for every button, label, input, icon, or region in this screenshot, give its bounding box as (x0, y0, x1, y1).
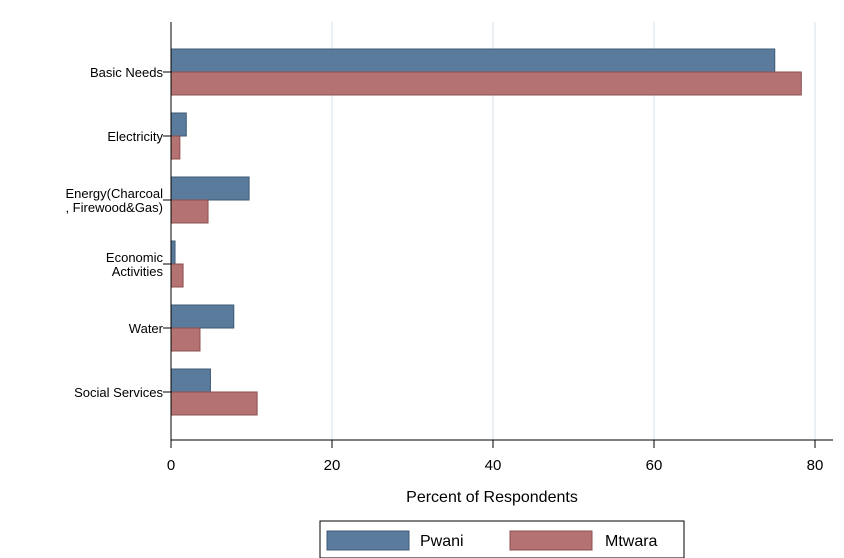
x-ticks: 0 20 40 60 80 (167, 440, 824, 474)
legend-label-pwani: Pwani (420, 533, 464, 550)
category-label: Basic Needs (90, 65, 163, 80)
bar-mtwara (170, 263, 184, 288)
x-tick-label: 60 (646, 457, 663, 474)
bar-pwani (170, 304, 235, 329)
category-label: Economic (106, 250, 164, 265)
category-label: Electricity (107, 129, 163, 144)
legend-label-mtwara: Mtwara (605, 533, 658, 550)
category-label: , Firewood&Gas) (65, 200, 163, 215)
bar-mtwara (170, 71, 802, 96)
legend-swatch-mtwara (509, 530, 593, 551)
category-labels: Basic Needs Electricity Energy(Charcoal, F… (65, 65, 171, 400)
category-label: Energy(Charcoal (65, 186, 163, 201)
bar-pwani (170, 176, 250, 201)
x-tick-label: 20 (324, 457, 341, 474)
bar-mtwara (170, 199, 209, 224)
category-label: Water (129, 321, 164, 336)
category-label: Social Services (74, 385, 163, 400)
x-tick-label: 40 (485, 457, 502, 474)
bar-pwani (170, 368, 211, 393)
bar-pwani (170, 48, 776, 73)
bars (170, 48, 802, 416)
legend: Pwani Mtwara (319, 520, 685, 558)
bar-mtwara (170, 135, 181, 160)
x-tick-label: 0 (167, 457, 175, 474)
bar-mtwara (170, 391, 258, 416)
bar-pwani (170, 240, 176, 265)
bar-mtwara (170, 327, 201, 352)
x-axis-title: Percent of Respondents (406, 489, 578, 506)
legend-swatch-pwani (326, 530, 410, 551)
bar-pwani (170, 112, 187, 137)
category-label: Activities (112, 264, 164, 279)
x-tick-label: 80 (807, 457, 824, 474)
